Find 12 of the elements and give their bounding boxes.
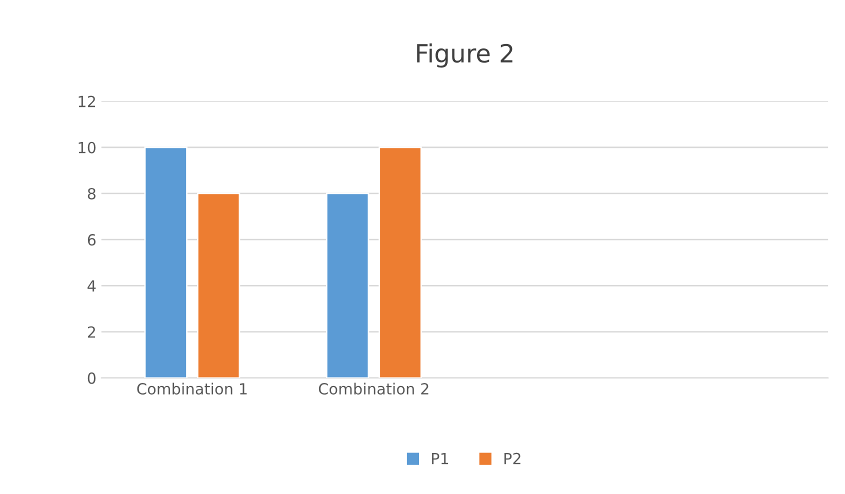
y-tick-label: 6	[88, 234, 96, 246]
x-tick-label: Combination 1	[137, 382, 247, 395]
chart-title: Figure 2	[417, 43, 512, 68]
y-tick-label: 8	[88, 188, 96, 200]
y-tick-label: 10	[78, 142, 96, 154]
y-tick-label: 0	[88, 372, 96, 384]
y-tick-label: 2	[88, 326, 96, 338]
y-tick-label: 4	[88, 280, 96, 292]
legend-label: P1	[432, 452, 448, 464]
legend-label: P2	[504, 452, 520, 464]
y-tick-label: 12	[78, 96, 96, 108]
x-tick-label: Combination 2	[318, 382, 428, 395]
